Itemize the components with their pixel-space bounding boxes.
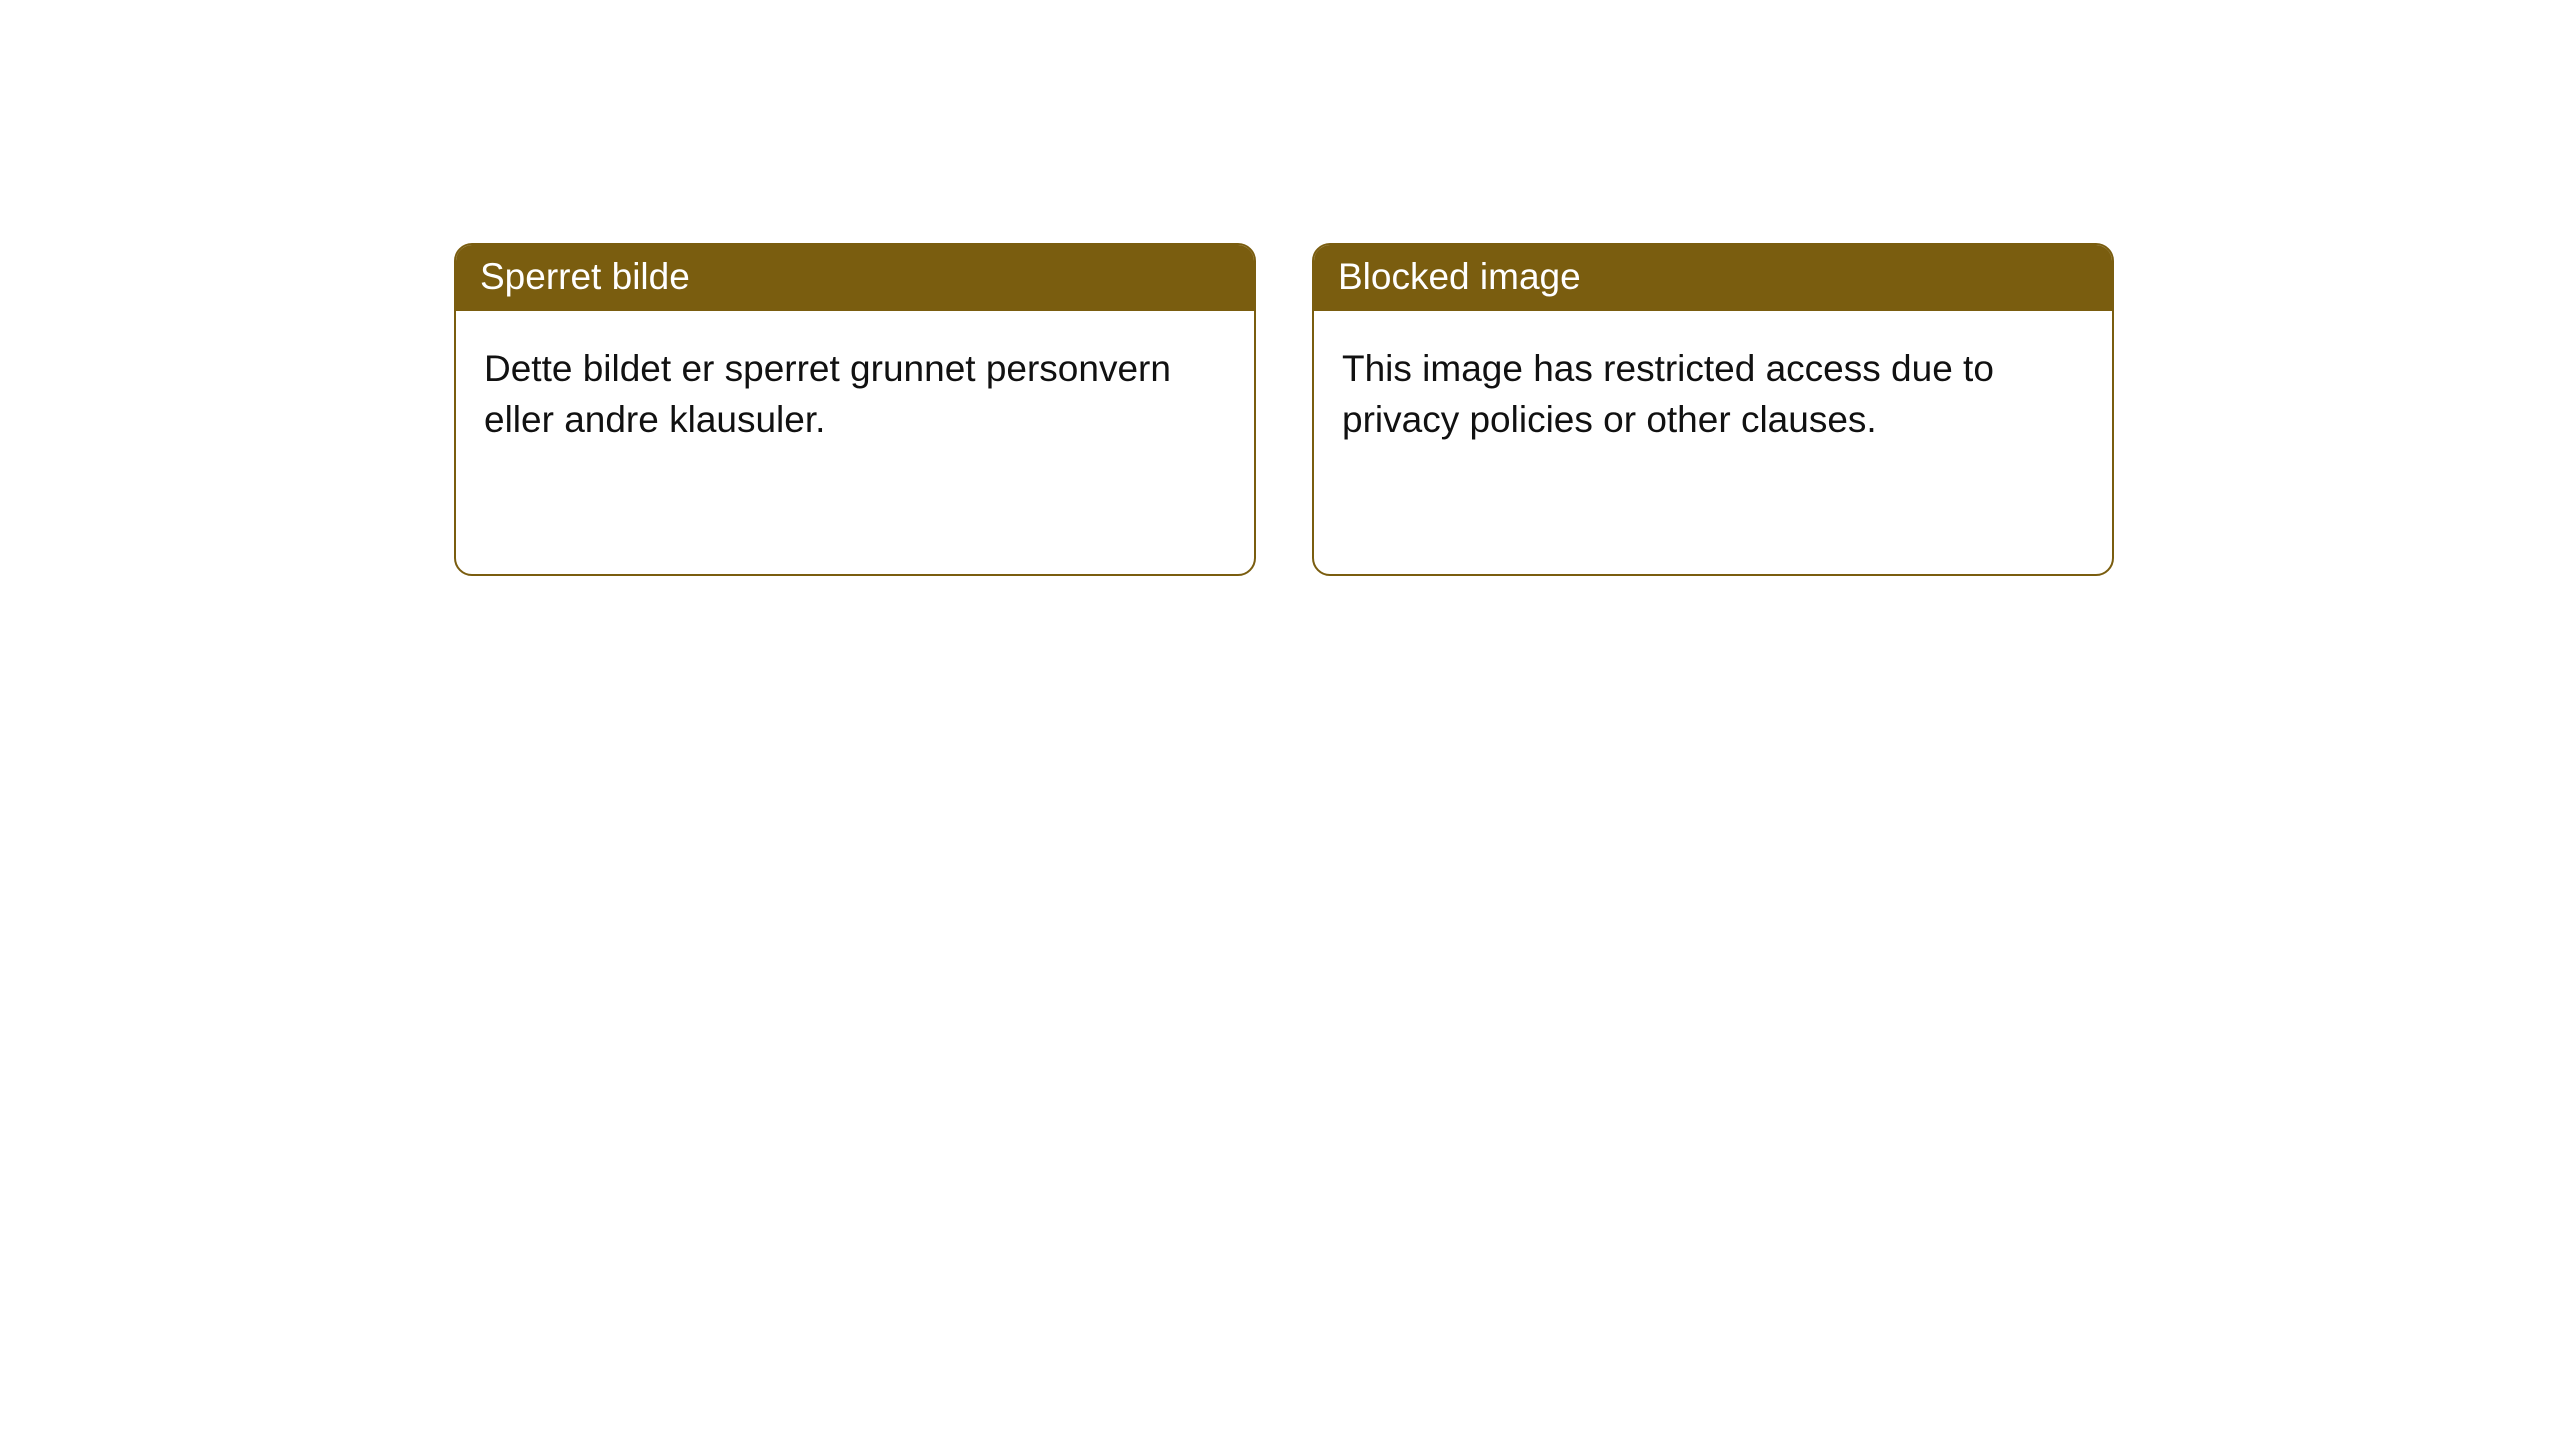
blocked-image-card-no: Sperret bilde Dette bildet er sperret gr… (454, 243, 1256, 576)
card-title: Blocked image (1314, 245, 2112, 311)
notice-cards-row: Sperret bilde Dette bildet er sperret gr… (0, 0, 2560, 576)
card-title: Sperret bilde (456, 245, 1254, 311)
blocked-image-card-en: Blocked image This image has restricted … (1312, 243, 2114, 576)
card-body-text: Dette bildet er sperret grunnet personve… (456, 311, 1254, 477)
card-body-text: This image has restricted access due to … (1314, 311, 2112, 477)
